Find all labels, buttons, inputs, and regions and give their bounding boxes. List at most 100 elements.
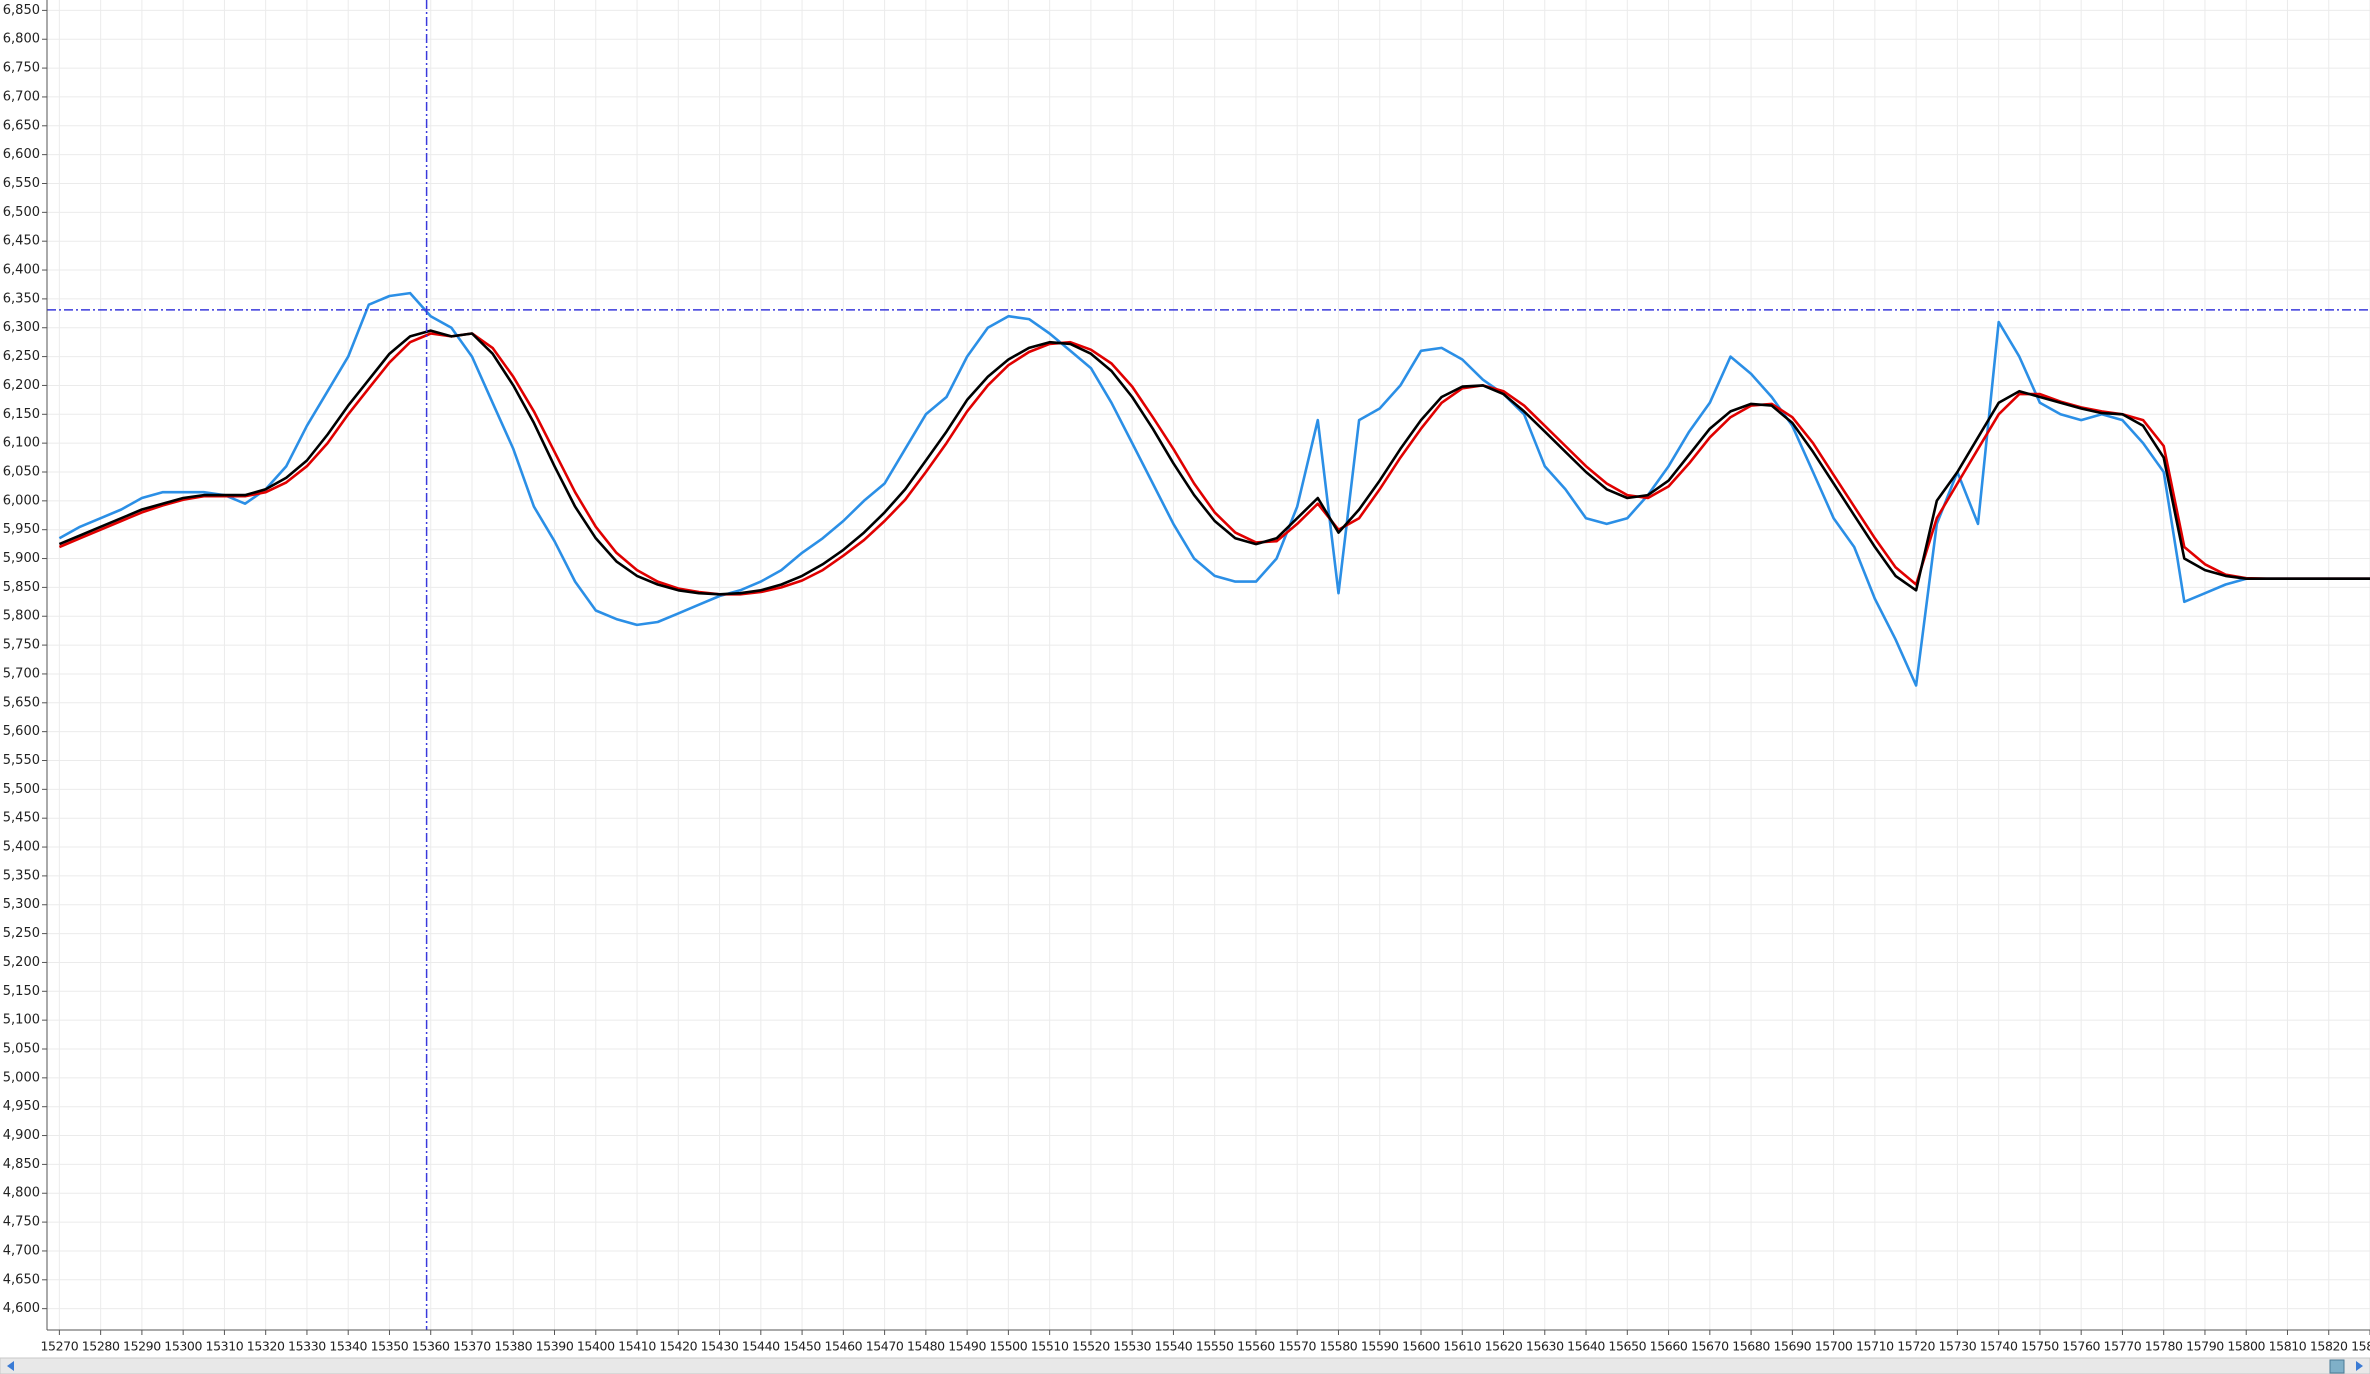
y-tick-label: 5,300	[3, 897, 40, 912]
y-tick-label: 6,500	[3, 205, 40, 220]
x-tick-label: 15500	[990, 1339, 1028, 1354]
grid	[47, 0, 2370, 1330]
x-tick-label: 15710	[1856, 1339, 1894, 1354]
y-tick-label: 5,250	[3, 926, 40, 941]
scroll-thumb[interactable]	[2329, 1359, 2345, 1374]
y-tick-label: 5,150	[3, 984, 40, 999]
y-tick-label: 5,800	[3, 609, 40, 624]
x-tick-label: 15290	[123, 1339, 161, 1354]
x-tick-label: 15300	[164, 1339, 202, 1354]
y-tick-label: 5,200	[3, 955, 40, 970]
y-tick-label: 6,350	[3, 291, 40, 306]
y-tick-label: 5,650	[3, 695, 40, 710]
x-tick-label: 15360	[412, 1339, 450, 1354]
x-tick-label: 15760	[2062, 1339, 2100, 1354]
axes: 4,600 4,650 4,700 4,750 4,800 4,850 4,900 4,950…	[3, 0, 2370, 1354]
x-tick-label: 15460	[824, 1339, 862, 1354]
x-tick-label: 15750	[2021, 1339, 2059, 1354]
y-tick-label: 6,300	[3, 320, 40, 335]
x-tick-label: 15820	[2310, 1339, 2348, 1354]
y-tick-label: 6,750	[3, 61, 40, 76]
y-tick-label: 6,100	[3, 436, 40, 451]
scroll-track[interactable]	[0, 1357, 2370, 1374]
x-tick-label: 15630	[1526, 1339, 1564, 1354]
x-tick-label: 15690	[1773, 1339, 1811, 1354]
x-tick-label: 15610	[1443, 1339, 1481, 1354]
y-tick-label: 6,050	[3, 464, 40, 479]
y-tick-label: 6,400	[3, 263, 40, 278]
y-tick-label: 6,200	[3, 378, 40, 393]
y-tick-label: 6,550	[3, 176, 40, 191]
scroll-right[interactable]	[2356, 1361, 2363, 1371]
y-tick-label: 4,700	[3, 1243, 40, 1258]
series-line	[58, 329, 2370, 596]
x-tick-label: 15550	[1196, 1339, 1234, 1354]
x-tick-label: 15670	[1691, 1339, 1729, 1354]
x-tick-label: 15780	[2145, 1339, 2183, 1354]
x-tick-label: 15740	[1980, 1339, 2018, 1354]
y-tick-label: 5,450	[3, 811, 40, 826]
x-tick-label: 15410	[618, 1339, 656, 1354]
y-tick-label: 6,850	[3, 3, 40, 18]
x-tick-label: 15390	[536, 1339, 574, 1354]
y-tick-label: 4,900	[3, 1128, 40, 1143]
y-tick-label: 5,600	[3, 724, 40, 739]
series-line	[58, 291, 2370, 687]
x-tick-label: 15330	[288, 1339, 326, 1354]
x-tick-label: 15700	[1815, 1339, 1853, 1354]
x-tick-label: 15600	[1402, 1339, 1440, 1354]
x-tick-label: 15320	[247, 1339, 285, 1354]
y-tick-label: 5,900	[3, 551, 40, 566]
x-tick-label: 15520	[1072, 1339, 1110, 1354]
x-tick-label: 15510	[1031, 1339, 1069, 1354]
x-tick-label: 15570	[1278, 1339, 1316, 1354]
x-tick-label: 15730	[1939, 1339, 1977, 1354]
y-tick-label: 5,550	[3, 753, 40, 768]
x-tick-label: 15350	[371, 1339, 409, 1354]
y-tick-label: 5,400	[3, 840, 40, 855]
marks	[47, 0, 2370, 1330]
x-tick-label: 15810	[2269, 1339, 2307, 1354]
y-tick-label: 5,100	[3, 1013, 40, 1028]
x-tick-label: 15430	[701, 1339, 739, 1354]
y-tick-label: 6,150	[3, 407, 40, 422]
x-tick-label: 15420	[659, 1339, 697, 1354]
x-tick-label: 15340	[329, 1339, 367, 1354]
scrollbar[interactable]	[0, 1357, 2370, 1374]
x-tick-label: 15770	[2104, 1339, 2142, 1354]
x-tick-label: 15620	[1485, 1339, 1523, 1354]
x-tick-label: 15380	[494, 1339, 532, 1354]
y-tick-label: 6,600	[3, 147, 40, 162]
y-tick-label: 5,950	[3, 522, 40, 537]
x-tick-label: 15440	[742, 1339, 780, 1354]
y-tick-label: 4,600	[3, 1301, 40, 1316]
y-tick-label: 4,850	[3, 1157, 40, 1172]
x-tick-label: 15650	[1608, 1339, 1646, 1354]
x-tick-label: 15270	[40, 1339, 78, 1354]
x-tick-label: 15560	[1237, 1339, 1275, 1354]
x-tick-label: 15370	[453, 1339, 491, 1354]
y-tick-label: 6,700	[3, 89, 40, 104]
x-tick-label: 15720	[1897, 1339, 1935, 1354]
x-tick-label: 15540	[1155, 1339, 1193, 1354]
y-tick-label: 4,950	[3, 1099, 40, 1114]
x-tick-label: 15590	[1361, 1339, 1399, 1354]
y-tick-label: 6,450	[3, 234, 40, 249]
x-tick-label: 15310	[206, 1339, 244, 1354]
x-tick-label: 15830	[2351, 1339, 2370, 1354]
y-tick-label: 5,750	[3, 638, 40, 653]
y-tick-label: 5,350	[3, 868, 40, 883]
scroll-left[interactable]	[7, 1361, 14, 1371]
x-tick-label: 15280	[82, 1339, 120, 1354]
x-tick-label: 15640	[1567, 1339, 1605, 1354]
y-tick-label: 4,800	[3, 1186, 40, 1201]
x-tick-label: 15800	[2227, 1339, 2265, 1354]
y-tick-label: 5,700	[3, 666, 40, 681]
x-tick-label: 15470	[866, 1339, 904, 1354]
x-tick-label: 15580	[1320, 1339, 1358, 1354]
x-tick-label: 15480	[907, 1339, 945, 1354]
y-tick-label: 4,650	[3, 1272, 40, 1287]
x-tick-label: 15450	[783, 1339, 821, 1354]
